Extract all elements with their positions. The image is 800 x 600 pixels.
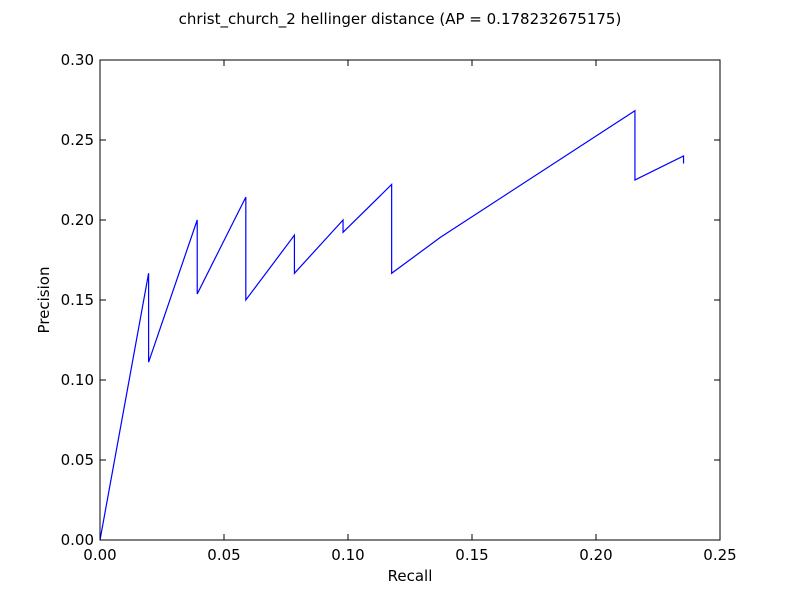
plot-frame [99,59,721,541]
x-axis-label: Recall [388,567,433,585]
x-tick-label: 0.20 [579,546,612,564]
series-line-0 [99,109,685,541]
y-tick-label: 0.10 [61,371,94,389]
y-tick-label: 0.25 [61,131,94,149]
y-axis-label: Precision [35,267,53,334]
y-axis-ticks: 0.00 0.05 0.10 0.15 0.20 0.25 0.30 [61,51,720,549]
x-tick-label: 0.15 [455,546,488,564]
plot-area [100,60,720,540]
y-tick-label: 0.30 [61,51,94,69]
x-tick-label: 0.05 [207,546,240,564]
chart-title: christ_church_2 hellinger distance (AP =… [179,10,622,29]
y-tick-label: 0.00 [61,531,94,549]
plot-background [100,60,720,540]
x-tick-label: 0.00 [83,546,116,564]
series-layer [99,109,685,541]
y-tick-label: 0.05 [61,451,94,469]
y-tick-label: 0.15 [61,291,94,309]
y-tick-label: 0.20 [61,211,94,229]
x-tick-label: 0.10 [331,546,364,564]
x-tick-label: 0.25 [703,546,736,564]
